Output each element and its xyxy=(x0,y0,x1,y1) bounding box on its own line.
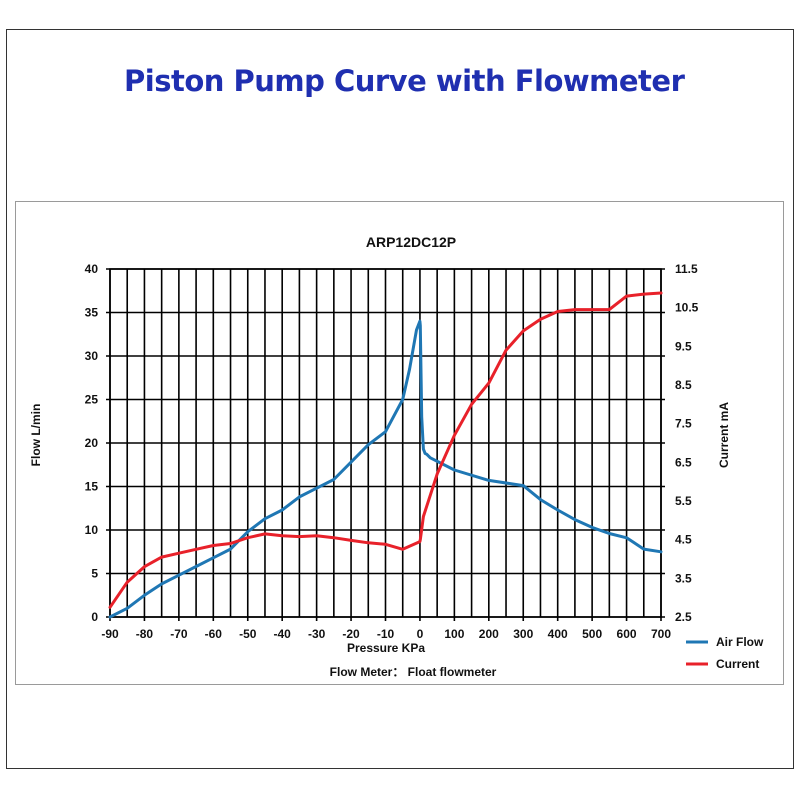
plot-border xyxy=(109,268,662,618)
x-tick-label: -30 xyxy=(308,627,326,641)
x-tick-label: 700 xyxy=(651,627,671,641)
y2-tick-label: 3.5 xyxy=(675,571,692,585)
page-title: Piston Pump Curve with Flowmeter xyxy=(124,64,685,98)
chart-panel: ARP12DC12P -90 -80 -70 -60 -50 -40 -30 -20 -10 0 1… xyxy=(15,201,784,685)
y-tick-label: 35 xyxy=(85,306,99,320)
legend-current-label: Current xyxy=(716,657,759,671)
y-tick-label: 5 xyxy=(91,567,98,581)
x-tick-label: -40 xyxy=(274,627,292,641)
chart-svg: ARP12DC12P -90 -80 -70 -60 -50 -40 -30 -20 -10 0 1… xyxy=(29,234,764,679)
legend: Air Flow Current xyxy=(686,635,764,671)
y-tick-label: 10 xyxy=(85,523,99,537)
x-tick-label: -50 xyxy=(239,627,257,641)
x-tick-label: -70 xyxy=(170,627,188,641)
x-tick-label: 500 xyxy=(582,627,602,641)
series-lines xyxy=(108,291,663,619)
x-tick-label: 400 xyxy=(548,627,568,641)
legend-air-flow-label: Air Flow xyxy=(716,635,764,649)
x-tick-label: -80 xyxy=(136,627,154,641)
x-tick-label: 300 xyxy=(513,627,533,641)
x-tick-label: 0 xyxy=(417,627,424,641)
tick-labels: -90 -80 -70 -60 -50 -40 -30 -20 -10 0 100 200 300 400… xyxy=(85,262,699,641)
series-line-air-flow xyxy=(108,319,663,619)
x-tick-label: -60 xyxy=(205,627,223,641)
y2-tick-label: 7.5 xyxy=(675,417,692,431)
y2-tick-label: 4.5 xyxy=(675,533,692,547)
x-tick-label: 100 xyxy=(444,627,464,641)
series-line-current xyxy=(108,291,663,609)
y2-tick-label: 9.5 xyxy=(675,339,692,353)
y-tick-label: 25 xyxy=(85,393,99,407)
y2-tick-label: 6.5 xyxy=(675,455,692,469)
y-tick-label: 30 xyxy=(85,349,99,363)
x-tick-label: 600 xyxy=(617,627,637,641)
x-axis-title: Pressure KPa xyxy=(347,641,425,655)
y2-axis-title: Current mA xyxy=(717,402,731,468)
y2-tick-label: 10.5 xyxy=(675,301,699,315)
y-tick-label: 20 xyxy=(85,436,99,450)
y-tick-label: 0 xyxy=(91,610,98,624)
y2-tick-label: 11.5 xyxy=(675,262,698,276)
chart-note: Flow Meter： Float flowmeter xyxy=(330,665,497,679)
y2-tick-label: 8.5 xyxy=(675,378,692,392)
x-tick-label: -90 xyxy=(101,627,119,641)
y-tick-label: 15 xyxy=(85,480,99,494)
y2-tick-label: 2.5 xyxy=(675,610,692,624)
x-tick-label: -20 xyxy=(342,627,360,641)
x-tick-label: 200 xyxy=(479,627,499,641)
y-tick-label: 40 xyxy=(85,262,99,276)
grid xyxy=(106,268,665,621)
chart-title: ARP12DC12P xyxy=(366,234,456,250)
outer-frame xyxy=(6,29,794,769)
y-axis-title: Flow L/min xyxy=(29,404,43,467)
x-tick-label: -10 xyxy=(377,627,395,641)
y2-tick-label: 5.5 xyxy=(675,494,692,508)
